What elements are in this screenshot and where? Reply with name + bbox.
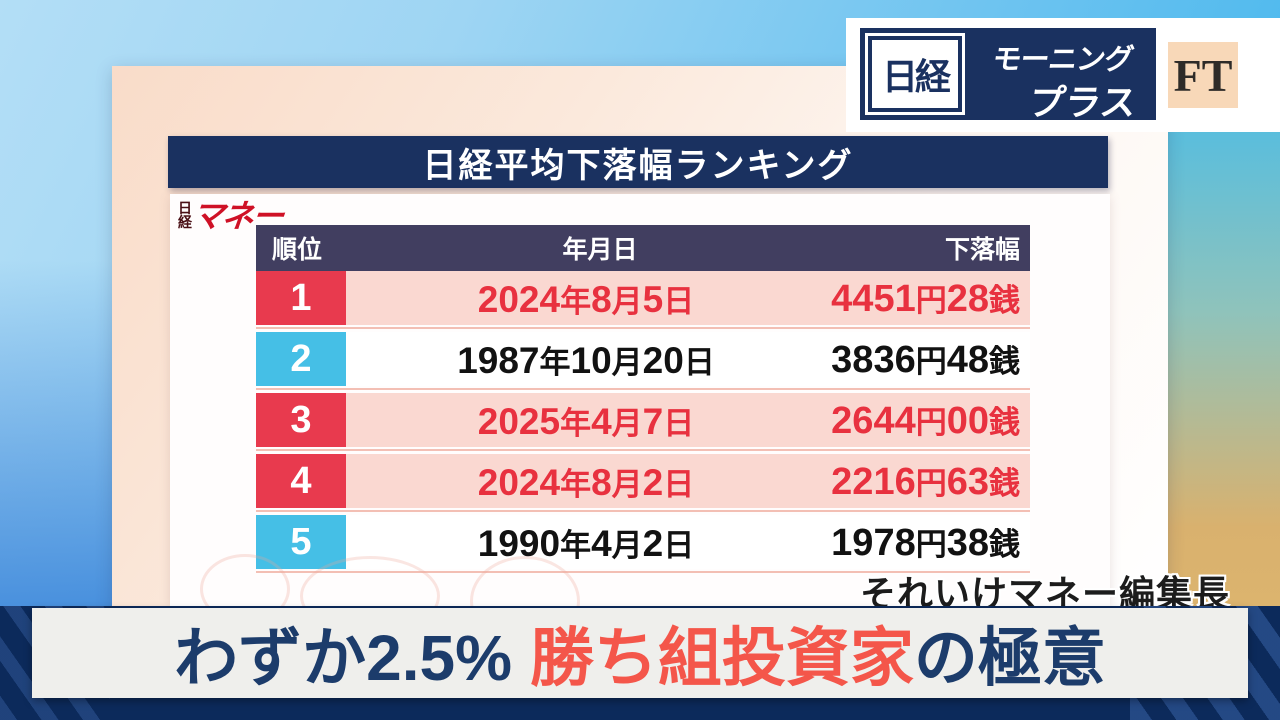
table-row: 4 2024年8月2日 2216円63銭 — [256, 454, 1030, 508]
row-date: 1990年4月2日 — [477, 522, 695, 564]
row-amount: 2644円00銭 — [831, 400, 1020, 442]
ft-logo-text: FT — [1173, 49, 1233, 101]
program-name-line2: プラス — [1026, 82, 1140, 123]
header-date: 年月日 — [562, 236, 638, 264]
headline-segment: わずか2.5% — [174, 622, 530, 694]
nikkei-logo-box: 日経 — [865, 33, 965, 115]
background-left-gradient — [0, 260, 120, 608]
headline-banner: わずか2.5% 勝ち組投資家 の極意 — [32, 608, 1248, 698]
table-row: 2 1987年10月20日 3836円48銭 — [256, 332, 1030, 386]
rank-badge: 4 — [256, 454, 346, 508]
panel-title: 日経平均下落幅ランキング — [422, 146, 854, 185]
morning-plus-logo: 日経 モーニング プラス — [860, 28, 1156, 123]
nikkei-money-logo-vertical: 日経 — [178, 202, 192, 231]
row-body: 1990年4月2日 1978円38銭 — [346, 515, 1030, 569]
headline-segment: の極意 — [913, 622, 1106, 694]
row-amount: 4451円28銭 — [831, 278, 1020, 320]
row-separator — [256, 325, 1030, 332]
table-rows: 1 2024年8月5日 4451円28銭 2 1987年10月20日 3836円48銭 3 2… — [256, 271, 1030, 576]
header-rank: 順位 — [272, 236, 323, 264]
ft-logo: FT — [1168, 42, 1238, 108]
row-body: 2024年8月5日 4451円28銭 — [346, 271, 1030, 325]
row-separator — [256, 447, 1030, 454]
row-body: 2025年4月7日 2644円00銭 — [346, 393, 1030, 447]
panel-title-bar: 日経平均下落幅ランキング — [168, 136, 1108, 188]
headline-segment: 勝ち組投資家 — [529, 622, 914, 694]
rank-badge: 2 — [256, 332, 346, 386]
row-amount: 2216円63銭 — [831, 461, 1020, 503]
row-date: 2025年4月7日 — [477, 400, 695, 442]
nikkei-money-logo: 日経 マネー — [178, 198, 284, 234]
row-separator — [256, 386, 1030, 393]
table-row: 3 2025年4月7日 2644円00銭 — [256, 393, 1030, 447]
header-amount: 下落幅 — [944, 236, 1020, 264]
row-date: 2024年8月2日 — [477, 461, 695, 503]
table-row: 1 2024年8月5日 4451円28銭 — [256, 271, 1030, 325]
nikkei-logo-text: 日経 — [868, 36, 962, 112]
background-right-gradient — [1168, 70, 1280, 608]
row-separator — [256, 508, 1030, 515]
row-body: 1987年10月20日 3836円48銭 — [346, 332, 1030, 386]
rank-badge: 3 — [256, 393, 346, 447]
row-date: 1987年10月20日 — [457, 339, 715, 381]
table-header-row: 順位 年月日 下落幅 — [256, 225, 1030, 271]
ranking-table: 順位 年月日 下落幅 1 2024年8月5日 4451円28銭 2 1987年10月20… — [256, 225, 1030, 576]
program-name: モーニング プラス — [970, 28, 1156, 123]
broadcast-logo-block: 日経 モーニング プラス FT — [846, 18, 1280, 132]
row-amount: 1978円38銭 — [831, 522, 1020, 564]
ranking-card: 日経 マネー 順位 年月日 下落幅 1 2024年8月5日 4451円28銭 2 198… — [170, 194, 1110, 646]
row-body: 2024年8月2日 2216円63銭 — [346, 454, 1030, 508]
rank-badge: 1 — [256, 271, 346, 325]
row-date: 2024年8月5日 — [477, 278, 695, 320]
program-name-line1: モーニング — [990, 44, 1135, 76]
row-separator — [256, 569, 1030, 576]
row-amount: 3836円48銭 — [831, 339, 1020, 381]
